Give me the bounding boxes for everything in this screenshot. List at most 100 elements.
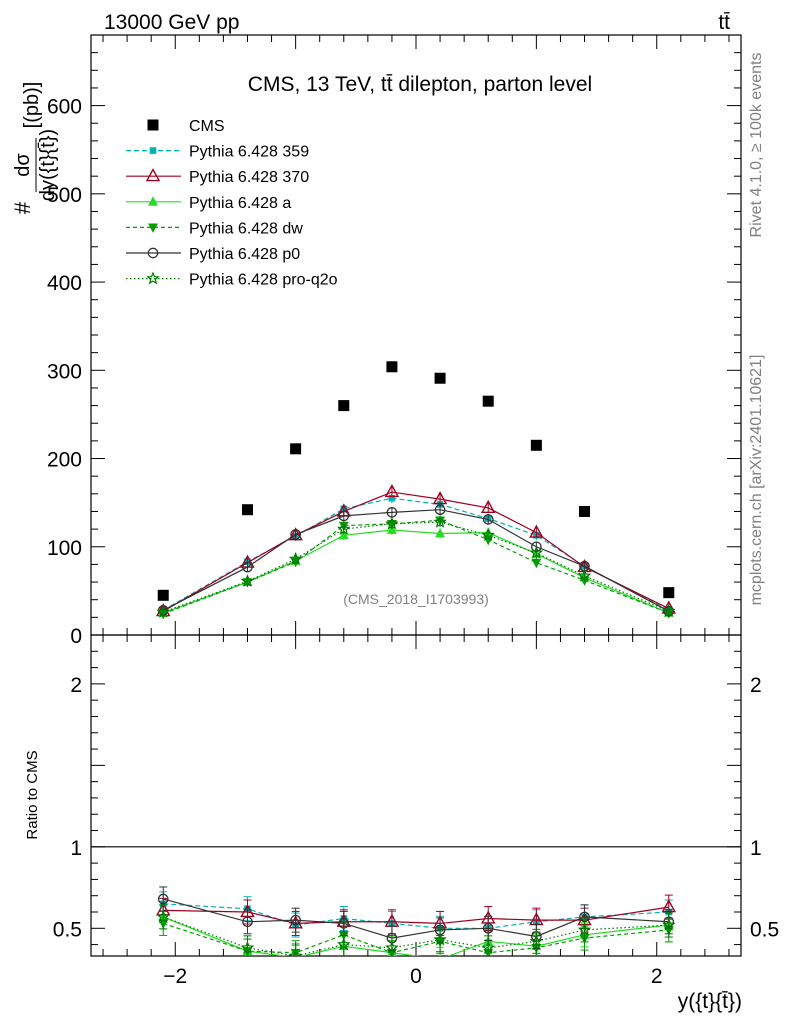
chart-title: CMS, 13 TeV, tt̄ dilepton, parton level (248, 73, 592, 96)
data-point (157, 589, 169, 601)
data-point (156, 604, 170, 618)
mcplots-reference-label: mcplots.cern.ch [arXiv:2401.10621] (748, 355, 765, 606)
ratio-point (662, 917, 676, 931)
data-point (480, 499, 496, 514)
legend-item-pythia-6-428-pro-q2o: Pythia 6.428 pro-q2o (126, 271, 338, 289)
data-point (662, 604, 676, 617)
legend-label: CMS (189, 118, 225, 135)
ratio-point (438, 953, 442, 956)
y-tick-label: 500 (47, 184, 82, 207)
data-point (529, 545, 544, 559)
ratio-point (156, 909, 170, 923)
ratio-point (577, 922, 592, 936)
data-point (579, 505, 591, 517)
data-point (290, 529, 301, 540)
ratio-y-tick-label-right: 1 (750, 837, 762, 860)
data-point (531, 558, 542, 569)
series-line (163, 521, 670, 613)
legend: CMS Pythia 6.428 359 Pythia 6.428 370 Pythi… (126, 118, 338, 289)
legend-item-cms: CMS (147, 118, 225, 135)
data-point (338, 400, 350, 412)
legend-label: Pythia 6.428 p0 (189, 246, 300, 263)
y-tick-label: 400 (47, 272, 82, 295)
series-line (162, 491, 670, 612)
y-axis-label-denominator: dy({t}{t̄}) (37, 129, 59, 201)
x-tick-label: 2 (651, 965, 663, 988)
data-point (432, 491, 448, 505)
ratio-point (242, 916, 253, 928)
ratio-y-tick-label-right: 0.5 (750, 918, 779, 941)
legend-marker (145, 168, 161, 182)
ratio-point (157, 893, 169, 905)
x-tick-label: 0 (410, 965, 422, 988)
y-tick-label: 200 (47, 449, 82, 472)
y-axis-label-hash: # (10, 201, 35, 214)
data-point (384, 484, 400, 498)
rivet-version-label: Rivet 4.1.0, ≥ 100k events (748, 53, 765, 238)
series-cms (157, 361, 675, 601)
data-point (663, 587, 675, 599)
main-plot-area (155, 361, 677, 620)
data-point (290, 443, 302, 455)
series-line (163, 519, 669, 615)
ratio-y-tick-label: 2 (70, 674, 82, 697)
tick-labels: −2 0 2 0 100 200 300 400 500 600 0.5 0.5 1 1 2 2 (47, 96, 779, 988)
ratio-series-pythia-6-428-dw (158, 910, 674, 956)
ratio-point (529, 934, 544, 948)
legend-marker (148, 196, 158, 206)
data-point (338, 510, 350, 522)
data-point (433, 514, 447, 528)
legend-item-pythia-6-428-p0: Pythia 6.428 p0 (126, 246, 300, 263)
series-line (163, 529, 670, 614)
axis-ticks (91, 34, 741, 956)
y-tick-label: 100 (47, 537, 82, 560)
data-point (482, 395, 494, 407)
data-point (337, 522, 351, 535)
analysis-watermark: (CMS_2018_I1703993) (343, 591, 489, 607)
final-state-label: tt̄ (718, 11, 730, 34)
data-point (577, 568, 592, 582)
legend-marker (148, 223, 158, 233)
data-point (529, 524, 544, 538)
series-line (162, 509, 670, 612)
ratio-series-line (163, 903, 669, 929)
data-point (241, 504, 253, 516)
legend-item-pythia-6-428-359: Pythia 6.428 359 (126, 144, 309, 161)
legend-label: Pythia 6.428 pro-q2o (189, 272, 338, 289)
ratio-series-pythia-6-428-pro-q2o (156, 904, 676, 956)
data-point (530, 439, 542, 451)
legend-marker (146, 271, 160, 285)
data-point (434, 372, 446, 384)
data-point (242, 561, 253, 573)
data-point (481, 528, 495, 542)
legend-marker (147, 247, 159, 259)
ratio-point (338, 918, 350, 929)
ratio-y-tick-label: 0.5 (53, 918, 82, 941)
legend-label: Pythia 6.428 dw (189, 220, 303, 237)
ratio-point (288, 948, 303, 956)
data-point (434, 504, 446, 516)
data-point (482, 514, 494, 525)
data-point (435, 528, 446, 538)
ratio-plot-area (91, 846, 741, 956)
ratio-y-tick-label-right: 2 (750, 674, 762, 697)
data-point (386, 361, 398, 373)
legend-marker (147, 119, 159, 131)
ratio-point (481, 940, 495, 954)
legend-item-pythia-6-428-a: Pythia 6.428 a (126, 195, 291, 212)
y-tick-label: 600 (47, 96, 82, 119)
ratio-plot-frame (90, 634, 742, 957)
legend-item-pythia-6-428-dw: Pythia 6.428 dw (126, 220, 303, 237)
legend-label: Pythia 6.428 359 (189, 144, 309, 161)
x-tick-label: −2 (163, 965, 187, 988)
ratio-series-line (162, 916, 669, 956)
ratio-series-line (163, 906, 669, 925)
ratio-point (240, 940, 255, 954)
legend-marker (149, 147, 157, 154)
data-point (385, 516, 399, 530)
series-pythia-6-428-pro-q2o (156, 514, 676, 618)
data-point (388, 494, 396, 502)
y-axis-label: # dσ dy({t}{t̄}) [(pb)] (10, 82, 59, 214)
ratio-point (290, 914, 301, 926)
